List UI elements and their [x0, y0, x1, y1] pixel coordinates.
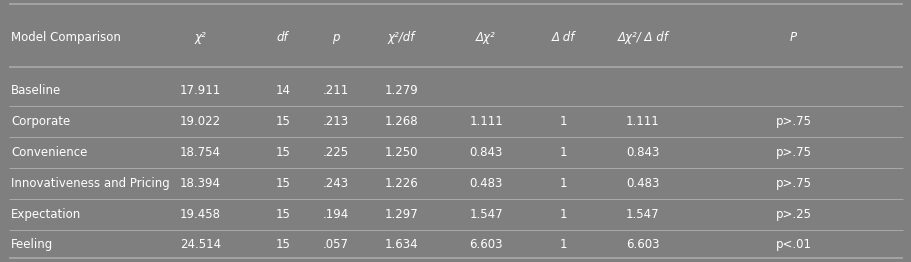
- Text: Corporate: Corporate: [11, 115, 70, 128]
- Text: 19.022: 19.022: [179, 115, 221, 128]
- Text: 19.458: 19.458: [180, 208, 220, 221]
- Text: 1.547: 1.547: [469, 208, 502, 221]
- Text: 6.603: 6.603: [626, 238, 659, 252]
- Text: 1.634: 1.634: [384, 238, 417, 252]
- Text: 1.297: 1.297: [384, 208, 418, 221]
- Text: 1.250: 1.250: [384, 146, 417, 159]
- Text: 0.483: 0.483: [626, 177, 659, 190]
- Text: Innovativeness and Pricing: Innovativeness and Pricing: [11, 177, 169, 190]
- Text: .211: .211: [322, 84, 348, 97]
- Text: p: p: [332, 31, 339, 45]
- Text: 1: 1: [559, 238, 567, 252]
- Text: .057: .057: [322, 238, 348, 252]
- Text: .225: .225: [322, 146, 348, 159]
- Text: 0.483: 0.483: [469, 177, 502, 190]
- Text: 1: 1: [559, 208, 567, 221]
- Text: 1.547: 1.547: [626, 208, 659, 221]
- Text: p>.75: p>.75: [774, 115, 811, 128]
- Text: 18.754: 18.754: [180, 146, 220, 159]
- Text: 0.843: 0.843: [626, 146, 659, 159]
- Text: 1: 1: [559, 115, 567, 128]
- Text: 0.843: 0.843: [469, 146, 502, 159]
- Text: 1: 1: [559, 177, 567, 190]
- Text: Expectation: Expectation: [11, 208, 81, 221]
- Text: 18.394: 18.394: [180, 177, 220, 190]
- Text: 15: 15: [275, 208, 290, 221]
- Text: p>.75: p>.75: [774, 146, 811, 159]
- Text: Convenience: Convenience: [11, 146, 87, 159]
- Text: 1.111: 1.111: [625, 115, 660, 128]
- Text: 17.911: 17.911: [179, 84, 221, 97]
- Text: p>.25: p>.25: [774, 208, 811, 221]
- Text: Baseline: Baseline: [11, 84, 61, 97]
- Text: 1: 1: [559, 146, 567, 159]
- Text: 15: 15: [275, 115, 290, 128]
- Text: df: df: [277, 31, 288, 45]
- Text: 1.268: 1.268: [384, 115, 417, 128]
- Text: 1.279: 1.279: [384, 84, 418, 97]
- Text: .213: .213: [322, 115, 348, 128]
- Text: χ²: χ²: [195, 31, 206, 45]
- Text: 14: 14: [275, 84, 290, 97]
- Text: 15: 15: [275, 238, 290, 252]
- Text: 24.514: 24.514: [179, 238, 221, 252]
- Text: 1.111: 1.111: [468, 115, 503, 128]
- Text: 6.603: 6.603: [469, 238, 502, 252]
- Text: Δχ²: Δχ²: [476, 31, 496, 45]
- Text: Δχ²/ Δ df: Δχ²/ Δ df: [617, 31, 668, 45]
- Text: Δ df: Δ df: [551, 31, 575, 45]
- Text: Feeling: Feeling: [11, 238, 53, 252]
- Text: P: P: [789, 31, 796, 45]
- Text: χ²/df: χ²/df: [387, 31, 415, 45]
- Text: Model Comparison: Model Comparison: [11, 31, 120, 45]
- Text: p>.75: p>.75: [774, 177, 811, 190]
- Text: .243: .243: [322, 177, 348, 190]
- Text: 15: 15: [275, 146, 290, 159]
- Text: 15: 15: [275, 177, 290, 190]
- Text: p<.01: p<.01: [774, 238, 811, 252]
- Text: 1.226: 1.226: [384, 177, 418, 190]
- Text: .194: .194: [322, 208, 348, 221]
